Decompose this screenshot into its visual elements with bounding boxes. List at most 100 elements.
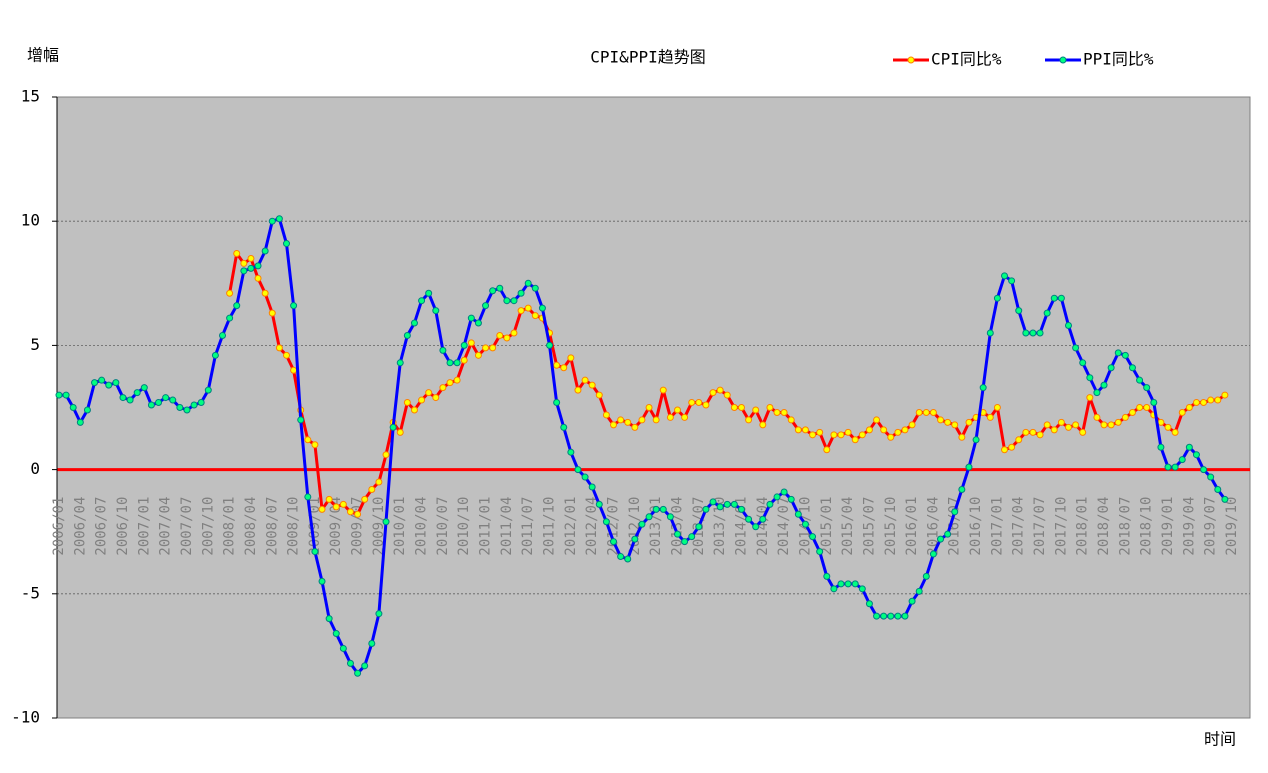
x-tick-label: 2017/10: [1053, 497, 1069, 556]
data-point: [986, 329, 994, 337]
data-point: [965, 463, 973, 471]
data-point: [922, 572, 930, 580]
data-point: [716, 503, 724, 511]
data-point: [339, 500, 347, 508]
data-point: [865, 426, 873, 434]
data-point: [610, 538, 618, 546]
data-point: [76, 418, 84, 426]
data-point: [567, 354, 575, 362]
data-point: [140, 384, 148, 392]
data-point: [1157, 443, 1165, 451]
data-point: [823, 446, 831, 454]
x-tick-label: 2007/10: [200, 497, 216, 556]
data-point: [496, 284, 504, 292]
data-point: [581, 473, 589, 481]
data-point: [851, 436, 859, 444]
data-point: [652, 505, 660, 513]
data-point: [375, 610, 383, 618]
data-point: [659, 386, 667, 394]
data-point: [638, 416, 646, 424]
data-point: [986, 413, 994, 421]
data-point: [610, 421, 618, 429]
data-point: [752, 523, 760, 531]
data-point: [858, 431, 866, 439]
data-point: [695, 523, 703, 531]
data-point: [261, 289, 269, 297]
x-tick-label: 2008/01: [222, 497, 238, 556]
x-tick-label: 2011/10: [542, 497, 558, 556]
data-point: [311, 441, 319, 449]
data-point: [226, 314, 234, 322]
x-tick-label: 2010/07: [435, 497, 451, 556]
data-point: [709, 498, 717, 506]
x-tick-label: 2017/07: [1032, 497, 1048, 556]
data-point: [894, 612, 902, 620]
data-point: [297, 416, 305, 424]
data-point: [588, 483, 596, 491]
y-tick-label: 10: [21, 211, 40, 230]
data-point: [858, 585, 866, 593]
data-point: [1200, 466, 1208, 474]
data-point: [133, 389, 141, 397]
y-tick-label: -5: [21, 583, 40, 602]
data-point: [546, 341, 554, 349]
data-point: [1029, 428, 1037, 436]
x-tick-label: 2007/01: [136, 497, 152, 556]
data-point: [901, 426, 909, 434]
data-point: [467, 314, 475, 322]
data-point: [368, 639, 376, 647]
data-point: [794, 510, 802, 518]
data-point: [958, 485, 966, 493]
data-point: [645, 404, 653, 411]
x-tick-label: 2012/04: [584, 497, 600, 556]
data-point: [951, 508, 959, 516]
data-point: [560, 423, 568, 431]
data-point: [1029, 329, 1037, 337]
data-point: [460, 341, 468, 349]
data-point: [268, 217, 276, 225]
data-point: [1185, 404, 1193, 411]
data-point: [282, 351, 290, 359]
data-point: [922, 408, 930, 416]
data-point: [773, 408, 781, 416]
data-point: [617, 416, 625, 424]
data-point: [602, 411, 610, 419]
data-point: [588, 381, 596, 389]
data-point: [403, 331, 411, 339]
data-point: [1086, 374, 1094, 382]
data-point: [389, 423, 397, 431]
data-point: [688, 399, 696, 407]
data-point: [1185, 443, 1193, 451]
data-point: [261, 247, 269, 255]
data-point: [809, 431, 817, 439]
data-point: [290, 366, 298, 374]
y-tick-label: 0: [30, 459, 40, 478]
data-point: [553, 399, 561, 407]
data-point: [816, 548, 824, 556]
data-point: [1143, 384, 1151, 392]
data-point: [993, 294, 1001, 302]
data-point: [233, 249, 241, 257]
data-point: [1107, 364, 1115, 372]
data-point: [709, 389, 717, 397]
data-point: [1072, 344, 1080, 352]
data-point: [55, 391, 63, 399]
x-tick-label: 2009/10: [371, 497, 387, 556]
data-point: [915, 587, 923, 595]
data-point: [354, 669, 362, 677]
data-point: [361, 495, 369, 503]
data-point: [1207, 473, 1215, 481]
data-point: [1072, 421, 1080, 429]
x-tick-label: 2012/01: [563, 497, 579, 556]
data-point: [268, 309, 276, 317]
data-point: [844, 580, 852, 588]
data-point: [311, 548, 319, 556]
data-point: [368, 485, 376, 493]
data-point: [745, 515, 753, 523]
data-point: [396, 428, 404, 436]
data-point: [382, 518, 390, 526]
x-tick-label: 2018/07: [1117, 497, 1133, 556]
data-point: [873, 416, 881, 424]
data-point: [275, 344, 283, 352]
data-point: [638, 520, 646, 528]
